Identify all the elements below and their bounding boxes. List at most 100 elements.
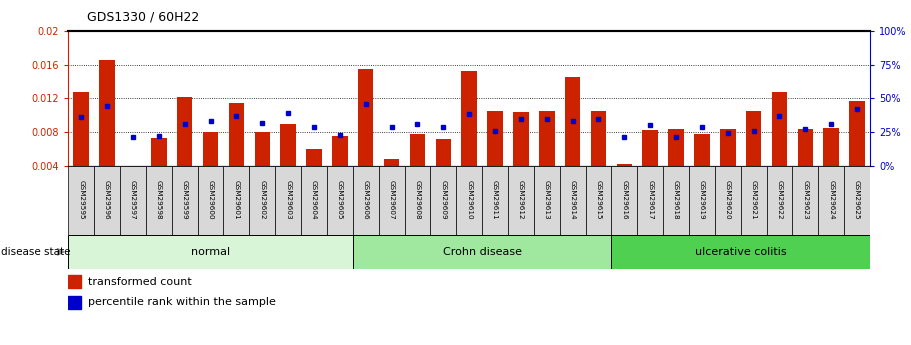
Bar	[539, 111, 555, 166]
FancyBboxPatch shape	[250, 166, 275, 235]
FancyBboxPatch shape	[818, 166, 844, 235]
Bar	[68, 296, 81, 308]
Bar	[306, 149, 322, 166]
Text: GSM29607: GSM29607	[389, 180, 394, 220]
FancyBboxPatch shape	[172, 166, 198, 235]
FancyBboxPatch shape	[456, 166, 482, 235]
Text: GSM29597: GSM29597	[130, 180, 136, 220]
Text: disease state: disease state	[1, 247, 70, 257]
FancyBboxPatch shape	[766, 166, 793, 235]
Text: GSM29610: GSM29610	[466, 180, 472, 220]
Text: normal: normal	[191, 247, 230, 257]
Bar	[151, 138, 167, 166]
Bar	[229, 102, 244, 166]
Bar	[125, 166, 140, 174]
Text: GSM29608: GSM29608	[415, 180, 421, 220]
FancyBboxPatch shape	[223, 166, 250, 235]
Bar	[565, 77, 580, 166]
FancyBboxPatch shape	[198, 166, 223, 235]
FancyBboxPatch shape	[482, 166, 508, 235]
Text: GSM29609: GSM29609	[440, 180, 446, 220]
Bar	[384, 159, 399, 166]
FancyBboxPatch shape	[586, 166, 611, 235]
Bar	[68, 275, 81, 288]
Text: GSM29618: GSM29618	[673, 180, 679, 220]
Text: GSM29625: GSM29625	[855, 180, 860, 220]
Text: GSM29611: GSM29611	[492, 180, 498, 220]
FancyBboxPatch shape	[327, 166, 353, 235]
Bar	[772, 92, 787, 166]
Text: GSM29615: GSM29615	[596, 180, 601, 220]
Text: GSM29595: GSM29595	[78, 180, 84, 220]
Text: GSM29620: GSM29620	[725, 180, 731, 220]
Text: GSM29622: GSM29622	[776, 180, 783, 220]
FancyBboxPatch shape	[663, 166, 689, 235]
Text: GSM29598: GSM29598	[156, 180, 162, 220]
Bar	[694, 135, 710, 166]
FancyBboxPatch shape	[430, 166, 456, 235]
Text: GSM29614: GSM29614	[569, 180, 576, 220]
Text: GSM29617: GSM29617	[647, 180, 653, 220]
Text: GSM29601: GSM29601	[233, 180, 240, 220]
Bar	[74, 92, 89, 166]
Bar	[720, 129, 735, 166]
FancyBboxPatch shape	[715, 166, 741, 235]
FancyBboxPatch shape	[68, 235, 353, 269]
Text: GSM29612: GSM29612	[517, 180, 524, 220]
Text: GSM29623: GSM29623	[803, 180, 808, 220]
Bar	[798, 129, 814, 166]
FancyBboxPatch shape	[508, 166, 534, 235]
FancyBboxPatch shape	[793, 166, 818, 235]
Text: GSM29619: GSM29619	[699, 180, 705, 220]
Text: GSM29616: GSM29616	[621, 180, 628, 220]
FancyBboxPatch shape	[379, 166, 404, 235]
Bar	[849, 101, 865, 166]
Bar	[358, 69, 374, 166]
FancyBboxPatch shape	[353, 166, 379, 235]
FancyBboxPatch shape	[146, 166, 172, 235]
Bar	[410, 135, 425, 166]
FancyBboxPatch shape	[301, 166, 327, 235]
FancyBboxPatch shape	[611, 166, 638, 235]
Bar	[281, 124, 296, 166]
FancyBboxPatch shape	[559, 166, 586, 235]
FancyBboxPatch shape	[275, 166, 301, 235]
Bar	[642, 130, 658, 166]
Bar	[824, 128, 839, 166]
Bar	[99, 60, 115, 166]
Bar	[177, 97, 192, 166]
Text: Crohn disease: Crohn disease	[443, 247, 522, 257]
Text: GSM29599: GSM29599	[181, 180, 188, 220]
Text: GSM29596: GSM29596	[104, 180, 110, 220]
FancyBboxPatch shape	[638, 166, 663, 235]
FancyBboxPatch shape	[741, 166, 766, 235]
FancyBboxPatch shape	[844, 166, 870, 235]
Bar	[746, 111, 762, 166]
Bar	[203, 132, 219, 166]
Text: GSM29604: GSM29604	[311, 180, 317, 220]
FancyBboxPatch shape	[120, 166, 146, 235]
Bar	[461, 71, 477, 166]
Text: GDS1330 / 60H22: GDS1330 / 60H22	[87, 10, 199, 23]
FancyBboxPatch shape	[534, 166, 559, 235]
Bar	[590, 111, 606, 166]
Bar	[617, 164, 632, 166]
FancyBboxPatch shape	[689, 166, 715, 235]
Text: GSM29602: GSM29602	[260, 180, 265, 220]
FancyBboxPatch shape	[68, 166, 94, 235]
Text: GSM29613: GSM29613	[544, 180, 549, 220]
Text: GSM29600: GSM29600	[208, 180, 213, 220]
Bar	[487, 111, 503, 166]
FancyBboxPatch shape	[353, 235, 611, 269]
FancyBboxPatch shape	[94, 166, 120, 235]
Bar	[435, 139, 451, 166]
Text: GSM29603: GSM29603	[285, 180, 292, 220]
Bar	[669, 129, 684, 166]
Text: percentile rank within the sample: percentile rank within the sample	[87, 297, 275, 307]
Text: GSM29606: GSM29606	[363, 180, 369, 220]
Text: transformed count: transformed count	[87, 277, 191, 287]
Text: GSM29621: GSM29621	[751, 180, 757, 220]
FancyBboxPatch shape	[404, 166, 430, 235]
Bar	[333, 136, 348, 166]
Bar	[513, 112, 528, 166]
